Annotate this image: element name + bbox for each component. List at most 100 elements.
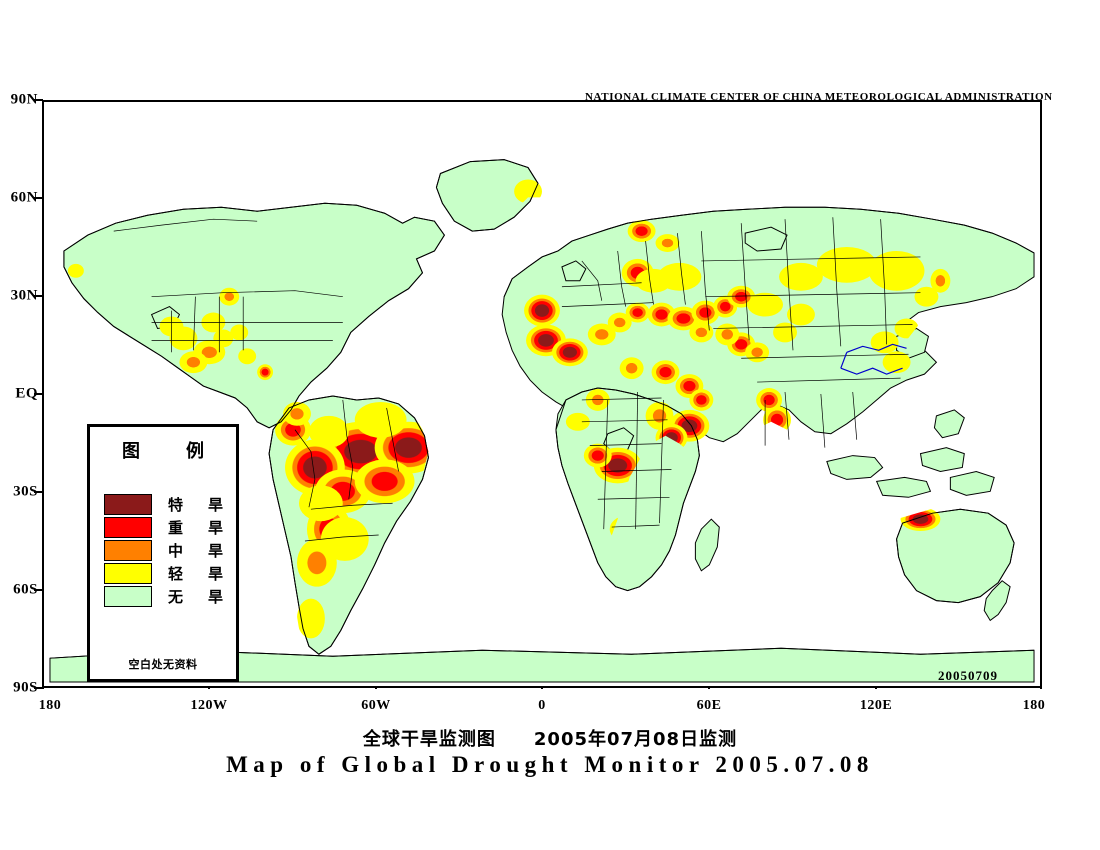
- drought-blob-tunisia: [587, 323, 616, 346]
- drought-blob-tarim: [773, 322, 797, 343]
- legend-item-severe[interactable]: 重 旱: [104, 516, 228, 539]
- drought-blob-kara: [655, 234, 680, 252]
- x-tick-60e: 60E: [696, 698, 722, 713]
- drought-blob-libya: [619, 357, 644, 380]
- java-borneo-landmass: [875, 476, 932, 498]
- drought-blob-kazakh-steppe: [747, 292, 784, 317]
- drought-blob-anatolia: [667, 306, 700, 331]
- drought-blob-nebraska: [213, 329, 234, 348]
- y-axis-mark: [34, 687, 43, 689]
- philippines-landmass: [933, 409, 965, 439]
- drought-blob-algeria: [551, 338, 588, 367]
- drought-blob-iran: [715, 323, 740, 346]
- drought-blob-alaska: [67, 263, 84, 278]
- drought-blob-north-china: [870, 331, 899, 354]
- drought-blob-pakistan: [745, 342, 770, 363]
- drought-blob-levant: [689, 322, 714, 343]
- siberia-extra-landmass: [744, 226, 788, 252]
- drought-blob-caribbean: [257, 364, 274, 381]
- legend-swatch-severe: [104, 517, 152, 538]
- drought-blob-caucasus: [691, 300, 720, 325]
- legend-swatch-mild: [104, 563, 152, 584]
- y-axis-mark: [34, 99, 43, 101]
- y-axis-mark: [34, 295, 43, 297]
- drought-blob-north-mexico: [179, 351, 208, 374]
- legend-items: 特 旱 重 旱 中 旱 轻 旱 无 旱: [104, 493, 228, 608]
- drought-blob-aral: [727, 285, 756, 308]
- drought-blob-western-ghats: [756, 388, 783, 412]
- legend-item-moderate[interactable]: 中 旱: [104, 539, 228, 562]
- y-axis-mark: [34, 393, 43, 395]
- map-title-chinese: 全球干旱监测图 2005年07月08日监测: [362, 729, 738, 750]
- y-axis-mark: [34, 197, 43, 199]
- drought-blob-guinea: [565, 412, 590, 431]
- x-tick-180e: 180: [1022, 698, 1046, 713]
- y-axis-mark: [34, 589, 43, 591]
- legend-item-none[interactable]: 无 旱: [104, 585, 228, 608]
- world-map-frame[interactable]: [42, 100, 1042, 688]
- british-isles-landmass: [561, 260, 587, 282]
- drought-blob-south-brazil: [354, 459, 415, 504]
- y-tick-60s: 60S: [13, 581, 38, 598]
- map-legend[interactable]: 图 例 特 旱 重 旱 中 旱 轻 旱 无 旱 空白处无资料: [87, 424, 239, 682]
- map-title-english: Map of Global Drought Monitor 2005.07.08: [226, 752, 874, 777]
- new-guinea-landmass: [949, 470, 995, 496]
- legend-nodata-note: 空白处无资料: [128, 658, 198, 671]
- drought-blob-manitoba: [219, 287, 240, 306]
- sumatra-landmass: [826, 455, 884, 480]
- drought-blob-heilongjiang: [914, 286, 939, 307]
- x-tick-120w: 120W: [190, 698, 228, 713]
- y-tick-90s: 90S: [13, 679, 38, 696]
- legend-label-moderate: 中 旱: [167, 542, 228, 560]
- borneo-landmass: [919, 447, 965, 472]
- drought-blob-west-siberia: [779, 262, 823, 291]
- legend-swatch-extreme: [104, 494, 152, 515]
- drought-blob-iberia: [524, 294, 560, 327]
- drought-blob-yangtze: [882, 351, 911, 374]
- drought-blob-nw-russia: [657, 262, 702, 291]
- drought-blob-novaya-zemlya: [627, 220, 656, 243]
- drought-blob-ethiopia: [645, 401, 674, 430]
- drought-blob-acre: [308, 415, 349, 448]
- drought-blob-greece: [625, 302, 650, 323]
- drought-blob-central-siberia: [816, 247, 877, 283]
- y-tick-eq: EQ: [15, 385, 38, 402]
- production-datestamp: 20050709: [938, 668, 998, 683]
- latitude-axis: 90N 60N 30N EQ 30S 60S 90S: [0, 91, 43, 696]
- longitude-axis: 180 120W 60W 0 60E 120E 180: [38, 680, 1045, 714]
- legend-label-mild: 轻 旱: [167, 565, 228, 583]
- drought-blob-kamchatka: [930, 268, 951, 293]
- new-zealand-landmass: [983, 580, 1011, 622]
- drought-blob-sahel-west: [585, 389, 610, 411]
- legend-swatch-moderate: [104, 540, 152, 561]
- legend-label-none: 无 旱: [167, 588, 228, 606]
- coastline-overlay: [49, 159, 1035, 659]
- legend-label-extreme: 特 旱: [167, 496, 228, 514]
- drought-blob-south-chile: [296, 598, 325, 639]
- y-tick-30s: 30S: [13, 483, 38, 500]
- drought-blob-amazon-south: [354, 401, 407, 438]
- y-axis-mark: [34, 491, 43, 493]
- y-tick-60n: 60N: [10, 189, 38, 206]
- drought-blob-chaco: [298, 485, 343, 522]
- x-tick-180w: 180: [38, 698, 62, 713]
- madagascar-landmass: [694, 518, 720, 572]
- drought-blob-arkansas: [238, 348, 257, 365]
- drought-blob-xinjiang: [787, 303, 815, 326]
- legend-swatch-none: [104, 586, 152, 607]
- drought-blob-yakutia: [868, 250, 925, 291]
- drought-blob-red-sea: [651, 360, 680, 385]
- x-tick-120e: 120E: [859, 698, 893, 713]
- drought-blob-iowa: [230, 324, 249, 341]
- legend-item-extreme[interactable]: 特 旱: [104, 493, 228, 516]
- x-tick-60w: 60W: [361, 698, 391, 713]
- legend-item-mild[interactable]: 轻 旱: [104, 562, 228, 585]
- drought-blob-italy-sicily: [607, 312, 632, 333]
- drought-blob-arabia-south: [689, 389, 714, 411]
- drought-blob-gabon: [583, 443, 612, 468]
- y-tick-90n: 90N: [10, 91, 38, 108]
- legend-title: 图 例: [122, 441, 218, 462]
- y-tick-30n: 30N: [10, 287, 38, 304]
- drought-blob-greenland-east: [514, 179, 542, 204]
